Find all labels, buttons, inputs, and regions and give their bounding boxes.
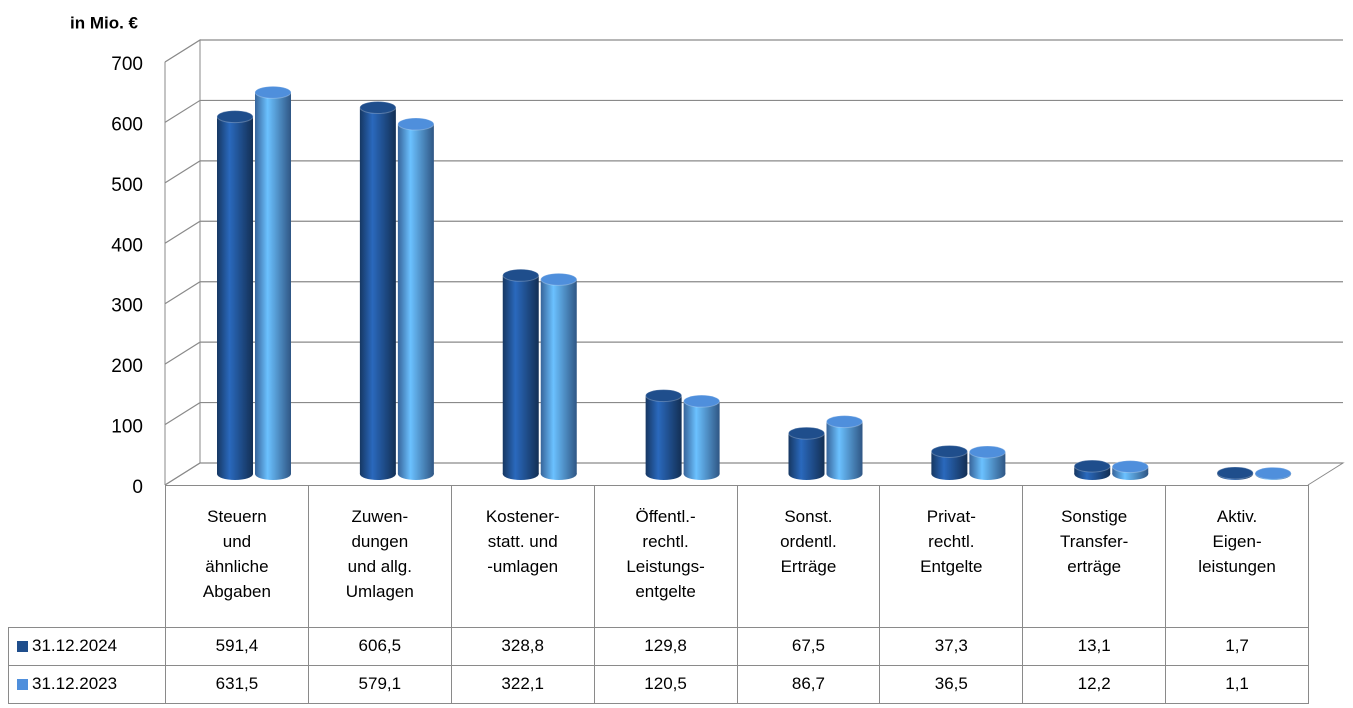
bar-top [645, 389, 683, 403]
category-cell: Steuern und ähnliche Abgaben [165, 485, 309, 628]
bar [502, 275, 539, 474]
value-cell: 606,5 [307, 627, 452, 666]
bar [217, 116, 253, 474]
bar-base [788, 468, 825, 480]
bar-base [645, 468, 682, 480]
value-cell: 1,7 [1165, 627, 1309, 666]
floor [164, 462, 1345, 486]
category-cell: Zuwen- dungen und allg. Umlagen [307, 485, 452, 628]
grid-line [164, 160, 1343, 184]
legend-swatch [17, 641, 28, 652]
bar-base [540, 468, 577, 480]
grid-line [164, 99, 1343, 123]
value-cell: 591,4 [165, 627, 309, 666]
bar [540, 279, 577, 474]
bar-base [826, 468, 863, 480]
bar-top [1073, 459, 1111, 473]
legend-cell: 31.12.2024 [8, 627, 166, 666]
y-tick-label: 400 [111, 235, 143, 256]
value-cell: 1,1 [1165, 665, 1309, 704]
bar [397, 124, 434, 475]
axis-label: in Mio. € [70, 13, 139, 32]
value-cell: 86,7 [736, 665, 881, 704]
bar [931, 451, 968, 474]
y-tick-label: 600 [111, 114, 143, 135]
bar-base [255, 468, 291, 480]
category-cell: Öffentl.- rechtl. Leistungs- entgelte [593, 485, 738, 628]
category-cell: Privat- rechtl. Entgelte [879, 485, 1024, 628]
bar [788, 433, 825, 474]
category-cell: Sonstige Transfer- erträge [1022, 485, 1167, 628]
bar-base [359, 468, 396, 480]
bar-top [1254, 466, 1292, 480]
value-cell: 37,3 [879, 627, 1024, 666]
bar-top [1216, 466, 1254, 480]
bar-base [397, 468, 434, 480]
category-cell: Kostener- statt. und -umlagen [450, 485, 595, 628]
bar-base [217, 468, 253, 480]
value-cell: 579,1 [307, 665, 452, 704]
bar-top [683, 394, 721, 408]
grid-line [164, 341, 1343, 365]
value-cell: 67,5 [736, 627, 881, 666]
bar [645, 395, 682, 474]
bar [969, 451, 1006, 474]
bar-base [683, 468, 720, 480]
y-tick-label: 100 [111, 417, 143, 438]
legend-label: 31.12.2024 [32, 636, 118, 655]
value-cell: 13,1 [1022, 627, 1167, 666]
bar-base [502, 468, 539, 480]
y-tick-label: 700 [111, 54, 143, 75]
bar-base [931, 468, 968, 480]
value-cell: 12,2 [1022, 665, 1167, 704]
bar-top [930, 444, 968, 458]
bar-top [397, 117, 435, 131]
bar-top [359, 101, 397, 115]
bar-top [254, 85, 292, 99]
bar-top [968, 445, 1006, 459]
y-tick-label: 0 [132, 477, 143, 498]
y-tick-label: 500 [111, 175, 143, 196]
value-cell: 322,1 [450, 665, 595, 704]
category-cell: Sonst. ordentl. Erträge [736, 485, 881, 628]
bar-top [788, 426, 825, 440]
bar-top [1111, 460, 1149, 474]
value-cell: 328,8 [450, 627, 595, 666]
bar-top [540, 272, 578, 286]
value-cell: 120,5 [593, 665, 738, 704]
value-cell: 36,5 [879, 665, 1024, 704]
grid-line [164, 462, 1343, 486]
legend-label: 31.12.2023 [32, 674, 118, 693]
grid-line [164, 401, 1343, 426]
side-wall [164, 39, 201, 486]
category-cell: Aktiv. Eigen- leistungen [1165, 485, 1309, 628]
y-tick-label: 200 [111, 356, 143, 377]
value-cell: 129,8 [593, 627, 738, 666]
bar [683, 401, 720, 474]
legend-cell: 31.12.2023 [8, 665, 166, 704]
y-tick-label: 300 [111, 296, 143, 317]
grid-line [164, 220, 1343, 244]
bar [255, 92, 291, 475]
grid-line [164, 281, 1343, 305]
bar-top [826, 415, 863, 429]
bar [826, 421, 863, 474]
value-cell: 631,5 [165, 665, 309, 704]
bar-top [502, 268, 540, 282]
bar-base [969, 468, 1006, 480]
bar-top [216, 110, 254, 124]
legend-swatch [17, 679, 28, 690]
grid-line [164, 39, 1343, 63]
bar [359, 107, 396, 474]
